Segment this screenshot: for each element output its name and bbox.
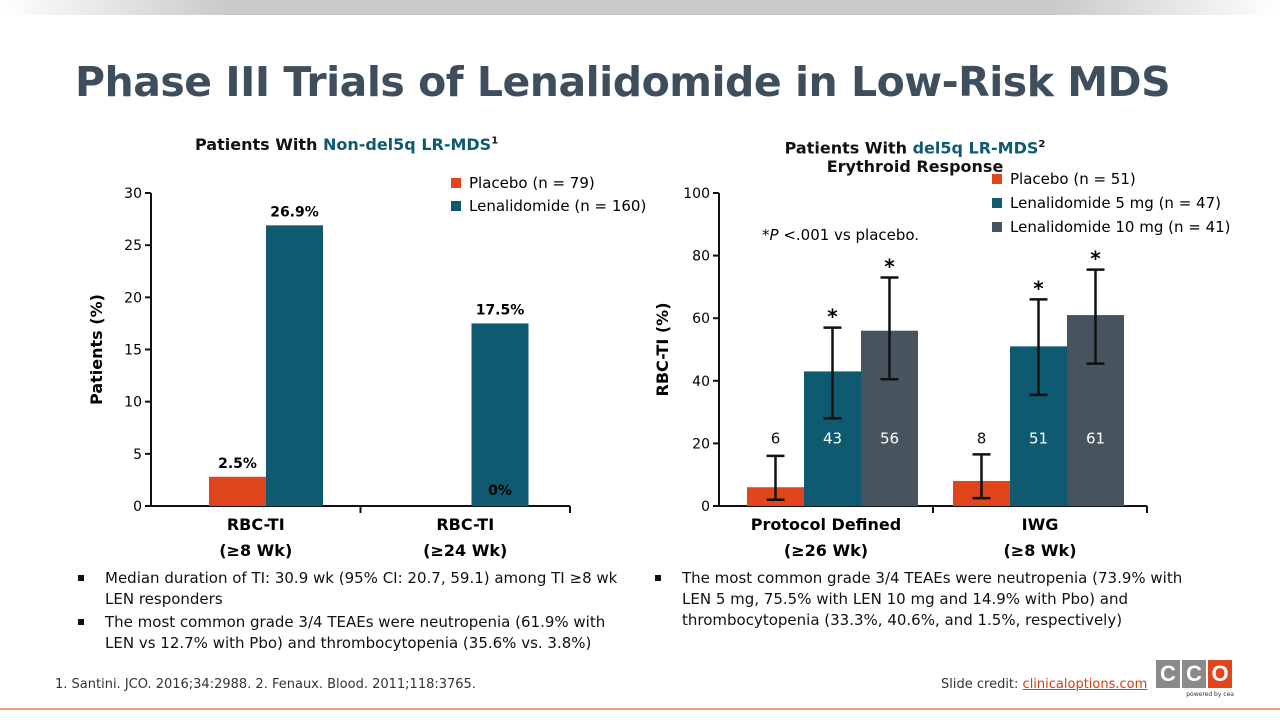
cco-logo: C C O powered by cea xyxy=(1156,660,1234,706)
right-legend-label: Lenalidomide 5 mg (n = 47) xyxy=(1010,194,1221,212)
right-legend-swatch xyxy=(992,222,1002,232)
right-y-tick-label: 0 xyxy=(701,499,710,515)
left-bullet-1: Median duration of TI: 30.9 wk (95% CI: … xyxy=(75,568,635,610)
slide-credit: Slide credit: clinicaloptions.com xyxy=(941,677,1147,692)
footer-references: 1. Santini. JCO. 2016;34:2988. 2. Fenaux… xyxy=(55,677,476,692)
left-bar xyxy=(209,476,266,506)
right-y-tick-label: 60 xyxy=(692,311,710,327)
right-legend-swatch xyxy=(992,198,1002,208)
right-title-highlight: del5q LR-MDS xyxy=(912,138,1039,158)
right-data-label: 6 xyxy=(771,429,781,447)
right-y-tick-label: 20 xyxy=(692,436,710,452)
right-bullet-1: The most common grade 3/4 TEAEs were neu… xyxy=(652,568,1212,631)
bottom-accent-line xyxy=(0,708,1280,710)
left-y-tick-label: 15 xyxy=(124,343,142,359)
left-legend-swatch xyxy=(451,201,461,211)
left-category-label: (≥24 Wk) xyxy=(423,541,507,560)
left-y-tick-label: 10 xyxy=(124,395,142,411)
note-star: * xyxy=(762,226,770,244)
left-data-label: 0% xyxy=(488,483,512,499)
left-chart-title: Patients With Non-del5q LR-MDS1 xyxy=(195,135,498,154)
right-significance-note: *P <.001 vs placebo. xyxy=(762,226,919,244)
left-y-tick-label: 0 xyxy=(133,499,142,515)
right-category-label: (≥26 Wk) xyxy=(784,541,868,560)
right-y-tick-label: 80 xyxy=(692,249,710,265)
right-y-tick-label: 100 xyxy=(683,186,710,202)
right-title-line2: Erythroid Response xyxy=(826,157,1004,177)
left-y-tick-label: 30 xyxy=(124,186,142,202)
left-legend-label: Lenalidomide (n = 160) xyxy=(469,197,646,215)
logo-letter-c2: C xyxy=(1182,660,1206,688)
left-data-label: 2.5% xyxy=(218,456,257,472)
credit-link[interactable]: clinicaloptions.com xyxy=(1022,677,1148,692)
right-data-label: 51 xyxy=(1029,429,1048,447)
right-category-label: IWG xyxy=(1022,515,1059,534)
note-rest: <.001 vs placebo. xyxy=(779,226,920,244)
top-gradient-bar xyxy=(0,0,1280,15)
left-y-axis-label: Patients (%) xyxy=(87,294,106,405)
right-title-ref: 2 xyxy=(1038,139,1046,150)
right-significance-marker: * xyxy=(1033,276,1044,300)
left-legend-label: Placebo (n = 79) xyxy=(469,174,595,192)
right-significance-marker: * xyxy=(884,255,895,279)
right-category-label: (≥8 Wk) xyxy=(1003,541,1076,560)
credit-label: Slide credit: xyxy=(941,677,1019,692)
right-bullet-list: The most common grade 3/4 TEAEs were neu… xyxy=(652,568,1212,633)
left-y-tick-label: 25 xyxy=(124,238,142,254)
right-data-label: 8 xyxy=(977,429,987,447)
left-title-ref: 1 xyxy=(491,135,499,147)
slide-title: Phase III Trials of Lenalidomide in Low-… xyxy=(75,58,1171,106)
left-category-label: RBC-TI xyxy=(227,515,285,534)
right-category-label: Protocol Defined xyxy=(751,515,901,534)
right-chart-title: Patients With del5q LR-MDS2 Erythroid Re… xyxy=(780,135,1050,176)
left-bullet-2: The most common grade 3/4 TEAEs were neu… xyxy=(75,612,635,654)
left-bar xyxy=(471,323,529,506)
left-legend-swatch xyxy=(451,178,461,188)
right-data-label: 61 xyxy=(1086,429,1105,447)
right-significance-marker: * xyxy=(1090,247,1101,271)
left-y-tick-label: 5 xyxy=(133,447,142,463)
right-title-prefix: Patients With xyxy=(784,138,913,158)
left-category-label: RBC-TI xyxy=(436,515,494,534)
logo-letter-o: O xyxy=(1208,660,1232,688)
left-bar xyxy=(266,225,323,507)
left-data-label: 26.9% xyxy=(270,204,319,220)
left-category-label: (≥8 Wk) xyxy=(219,541,292,560)
left-data-label: 17.5% xyxy=(476,302,525,318)
left-title-prefix: Patients With xyxy=(195,135,323,154)
logo-letter-c1: C xyxy=(1156,660,1180,688)
left-bullet-list: Median duration of TI: 30.9 wk (95% CI: … xyxy=(75,568,635,656)
left-y-tick-label: 20 xyxy=(124,290,142,306)
left-title-highlight: Non-del5q LR-MDS xyxy=(322,135,492,154)
logo-tagline: powered by cea xyxy=(1186,691,1234,698)
right-y-axis-label: RBC-TI (%) xyxy=(653,302,672,396)
note-p: P xyxy=(770,226,780,244)
right-significance-marker: * xyxy=(827,305,838,329)
right-data-label: 43 xyxy=(823,429,842,447)
right-data-label: 56 xyxy=(880,429,899,447)
right-legend-label: Lenalidomide 10 mg (n = 41) xyxy=(1010,218,1231,236)
right-legend-swatch xyxy=(992,174,1002,184)
right-legend-label: Placebo (n = 51) xyxy=(1010,170,1136,188)
right-y-tick-label: 40 xyxy=(692,374,710,390)
